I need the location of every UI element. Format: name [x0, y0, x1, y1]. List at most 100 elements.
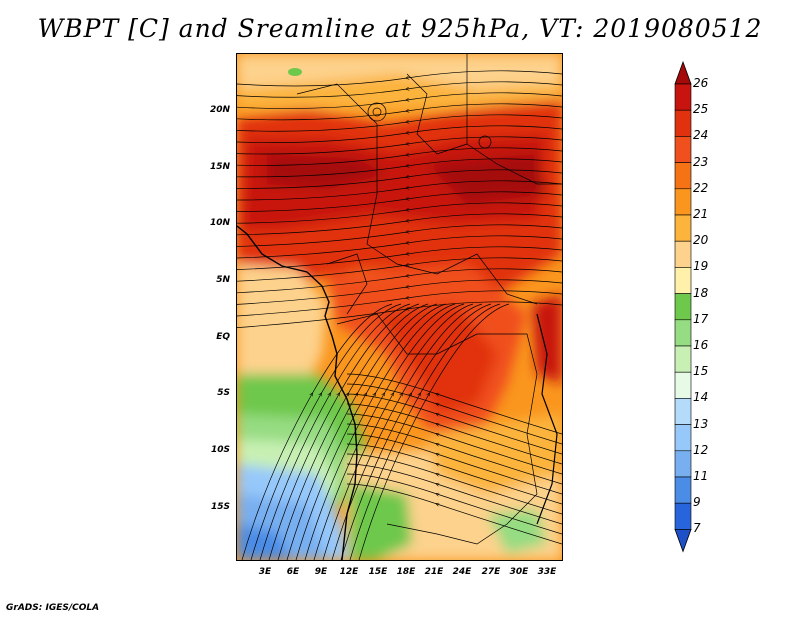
streamline: [346, 433, 562, 495]
border-2: [466, 54, 562, 185]
streamline: [322, 303, 474, 560]
colorbar-label: 17: [693, 311, 709, 326]
colorbar-label: 25: [693, 102, 709, 117]
streamline: [241, 303, 393, 560]
streamline: [237, 246, 562, 270]
colorbar-box: [674, 267, 692, 294]
streamline: [237, 235, 562, 259]
lat-label: 5S: [217, 388, 230, 398]
lat-label: 10N: [209, 218, 230, 228]
colorbar: [674, 60, 692, 553]
colorbar-box: [674, 424, 692, 452]
colorbar-box: [674, 502, 692, 530]
vortex: [478, 135, 492, 149]
colorbar-label: 12: [693, 442, 709, 457]
colorbar-box: [674, 136, 692, 163]
streamline: [237, 180, 562, 201]
field-north-pale: [237, 54, 562, 89]
colorbar-box: [674, 476, 692, 504]
streamline: [237, 257, 562, 282]
coastline: [237, 225, 358, 560]
vortex: [367, 102, 387, 122]
colorbar-label: 19: [693, 259, 709, 274]
colorbar-top-triangle: [674, 60, 692, 85]
border-5: [406, 73, 468, 155]
colorbar-label: 15: [693, 364, 709, 379]
credit-text: GrADS: IGES/COLA: [6, 603, 100, 613]
lat-label: 5N: [216, 275, 230, 285]
field-congo-deep: [377, 304, 497, 414]
field-atlantic-yellow: [237, 264, 327, 394]
border-1: [296, 83, 538, 305]
lat-label: 10S: [210, 445, 230, 455]
streamline: [349, 303, 501, 560]
colorbar-label: 14: [693, 390, 709, 405]
streamline: [346, 423, 562, 485]
field-core-west: [267, 154, 387, 189]
field-east-red: [532, 294, 562, 384]
border-4: [326, 253, 368, 315]
border-3: [336, 313, 538, 545]
colorbar-label: 18: [693, 285, 709, 300]
lakes-border: [536, 313, 558, 525]
streamline: [237, 92, 562, 109]
colorbar-label: 7: [693, 521, 701, 536]
lon-label: 24E: [452, 567, 472, 577]
lon-label: 6E: [286, 567, 300, 577]
streamline: [346, 463, 562, 525]
streamline: [237, 279, 562, 305]
streamline: [237, 191, 562, 212]
colorbar-label: 9: [693, 495, 701, 510]
streamline: [237, 268, 562, 294]
lat-label: 20N: [209, 105, 230, 115]
streamline: [237, 81, 562, 98]
colorbar-label: 16: [693, 338, 709, 352]
streamline: [346, 483, 562, 545]
colorbar-label: 26: [693, 76, 709, 90]
colorbar-label: 11: [693, 469, 709, 483]
lat-label: 15S: [210, 502, 230, 512]
map-panel: [236, 53, 563, 561]
streamline: [340, 303, 492, 560]
streamline: [259, 303, 411, 560]
streamline: [295, 303, 447, 560]
colorbar-box: [674, 240, 692, 268]
colorbar-box: [674, 319, 692, 347]
colorbar-label: 13: [693, 416, 709, 431]
streamline: [346, 393, 562, 455]
streamline: [237, 158, 562, 178]
colorbar-label: 21: [693, 207, 709, 221]
streamline: [237, 213, 562, 236]
streamline: [346, 473, 562, 535]
lon-label: 27E: [481, 567, 501, 577]
streamline: [346, 373, 562, 435]
boundaries: [237, 54, 562, 560]
colorbar-label: 24: [693, 128, 709, 143]
colorbar-label: 22: [693, 180, 709, 195]
streamline: [268, 303, 420, 560]
colorbar-box: [674, 293, 692, 321]
streamline: [346, 403, 562, 465]
lon-label: 33E: [537, 567, 557, 577]
streamline: [304, 303, 456, 560]
lon-label: 12E: [339, 567, 359, 577]
lon-label: 15E: [368, 567, 388, 577]
streamline: [237, 125, 562, 143]
streamline: [237, 169, 562, 189]
lon-label: 18E: [396, 567, 416, 577]
wbpt-field: [237, 54, 562, 560]
colorbar-box: [674, 162, 692, 190]
streamline: [237, 147, 562, 166]
colorbar-box: [674, 371, 692, 399]
colorbar-label: 20: [693, 233, 709, 248]
lon-label: 3E: [258, 567, 272, 577]
streamline: [346, 443, 562, 505]
lon-label: 9E: [314, 567, 328, 577]
streamline: [237, 114, 562, 132]
field-north-green-patch: [288, 68, 302, 76]
colorbar-bottom-triangle: [674, 529, 692, 553]
lat-label: 15N: [209, 162, 230, 172]
colorbar-box: [674, 398, 692, 425]
streamline: [237, 290, 562, 317]
colorbar-box: [674, 83, 692, 111]
